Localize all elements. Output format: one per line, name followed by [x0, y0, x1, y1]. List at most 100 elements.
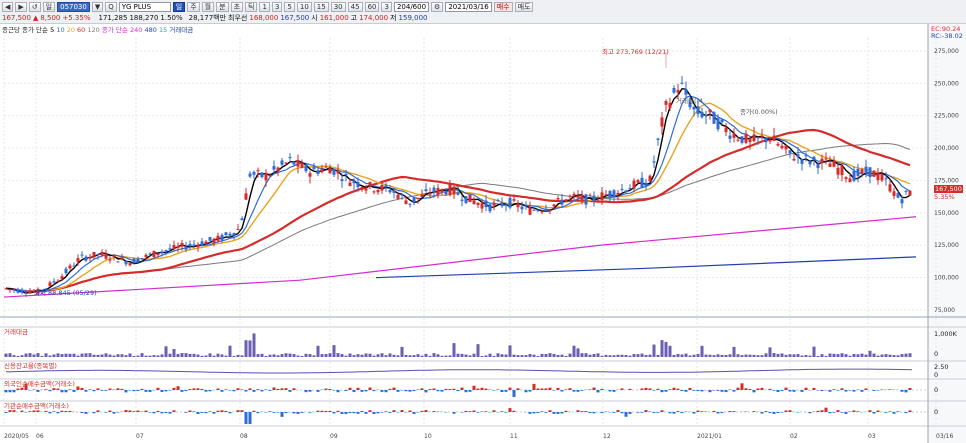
candle-body	[240, 218, 244, 221]
tick-3-button[interactable]: 3	[271, 2, 283, 12]
foreign-net-bar	[708, 390, 712, 393]
volume-bar	[664, 341, 668, 357]
volume-bar	[576, 348, 580, 357]
foreign-net-bar	[576, 390, 580, 392]
foreign-net-bar	[412, 390, 416, 392]
time-axis-label: 07	[136, 433, 144, 440]
institution-net-bar	[732, 411, 736, 412]
volume-bar	[288, 353, 292, 357]
institution-net-bar	[660, 410, 664, 412]
candle-body	[132, 258, 136, 264]
foreign-net-bar	[768, 388, 772, 390]
foreign-net-bar	[344, 390, 348, 391]
refresh-icon[interactable]: ↺	[28, 2, 41, 12]
search-icon[interactable]: Q	[105, 2, 117, 12]
price-axis-label: 200,000	[934, 145, 959, 152]
foreign-net-bar	[260, 390, 264, 392]
mid-note-1: 거래량(-4.	[676, 97, 706, 105]
tick-5-button[interactable]: 5	[284, 2, 295, 12]
stock-name-field[interactable]: YG PLUS	[118, 2, 171, 12]
volume-bar	[520, 355, 524, 357]
foreign-net-bar	[24, 383, 28, 390]
candle-body	[420, 194, 424, 198]
volume-bar	[856, 354, 860, 357]
date-display[interactable]: 2021/03/16	[445, 2, 492, 12]
volume-bar	[228, 345, 232, 357]
stock-chart[interactable]: 275,000 250,000 225,000 200,000 175,000 150,0…	[0, 24, 966, 443]
institution-net-bar	[332, 412, 336, 414]
institution-net-bar	[124, 410, 128, 412]
period-week-button[interactable]: 주	[187, 2, 200, 12]
institution-net-bar	[768, 412, 772, 413]
candle-body	[508, 197, 512, 208]
candle-body	[616, 192, 620, 195]
tick-60-button[interactable]: 60	[364, 2, 380, 12]
candle-body	[704, 114, 708, 116]
period-minute-button[interactable]: 분	[216, 2, 229, 12]
volume-bar	[196, 354, 200, 357]
foreign-net-bar	[372, 390, 376, 392]
volume-bar	[820, 354, 824, 357]
foreign-net-bar	[612, 390, 616, 392]
institution-net-bar	[196, 412, 200, 414]
institution-net-bar	[772, 412, 776, 414]
foreign-net-bar	[700, 390, 704, 392]
institution-net-bar	[408, 410, 412, 412]
volume-bar	[112, 355, 116, 357]
next-button[interactable]: ▶	[15, 2, 27, 12]
stock-code-input[interactable]: 057030	[57, 2, 90, 12]
foreign-net-bar	[464, 390, 468, 393]
candle-body	[656, 138, 660, 140]
candle-body	[396, 194, 400, 199]
volume-bar	[592, 354, 596, 357]
foreign-net-bar	[236, 388, 240, 390]
sell-button[interactable]: 매도	[514, 2, 534, 12]
type-selector[interactable]: 일	[42, 2, 56, 12]
time-axis-label: 2021/01	[697, 433, 722, 440]
tick-1-button[interactable]: 1	[259, 2, 270, 12]
candle-body	[824, 158, 828, 160]
count-display[interactable]: 204/600	[393, 2, 430, 12]
high-price: 174,000	[359, 14, 389, 22]
foreign-net-bar	[528, 390, 532, 392]
volume-bar	[616, 354, 620, 357]
chevron-down-icon[interactable]: ▼	[91, 2, 104, 12]
tick-10-button[interactable]: 10	[296, 2, 312, 12]
time-axis-label: 2020/05	[4, 433, 29, 440]
volume-bar	[780, 353, 784, 357]
institution-net-bar	[144, 410, 148, 412]
period-day-button[interactable]: 일	[172, 2, 186, 12]
volume-bar	[768, 347, 772, 357]
foreign-net-bar	[252, 390, 256, 392]
tick-45-button[interactable]: 45	[347, 2, 363, 12]
period-tick-button[interactable]: 틱	[245, 2, 258, 12]
foreign-net-bar	[276, 388, 280, 390]
tick-30-button[interactable]: 30	[330, 2, 346, 12]
institution-net-bar	[316, 410, 320, 412]
period-second-button[interactable]: 초	[230, 2, 244, 12]
foreign-net-bar	[164, 390, 168, 392]
candle-body	[336, 170, 340, 174]
volume-bar	[188, 353, 192, 357]
candle-body	[828, 163, 832, 167]
chart-area[interactable]: 275,000 250,000 225,000 200,000 175,000 150,0…	[0, 24, 966, 443]
institution-net-bar	[8, 410, 12, 412]
unit-button[interactable]: 3	[381, 2, 392, 12]
volume-bar	[828, 353, 832, 357]
period-month-button[interactable]: 월	[201, 2, 215, 12]
institution-net-bar	[808, 412, 812, 414]
tick-15-button[interactable]: 15	[313, 2, 329, 12]
prev-button[interactable]: ◀	[2, 2, 14, 12]
candle-body	[324, 166, 328, 168]
volume-bar	[756, 355, 760, 357]
volume-bar	[324, 354, 328, 357]
volume-bar	[232, 355, 236, 357]
institution-net-bar	[552, 412, 556, 414]
gear-icon[interactable]: ⚙	[431, 2, 444, 12]
time-axis-label: 03	[868, 433, 876, 440]
buy-button[interactable]: 매수	[493, 2, 513, 12]
institution-net-bar	[820, 410, 824, 412]
institution-net-bar	[60, 410, 64, 412]
candle-body	[372, 191, 376, 193]
institution-net-bar	[640, 412, 644, 413]
